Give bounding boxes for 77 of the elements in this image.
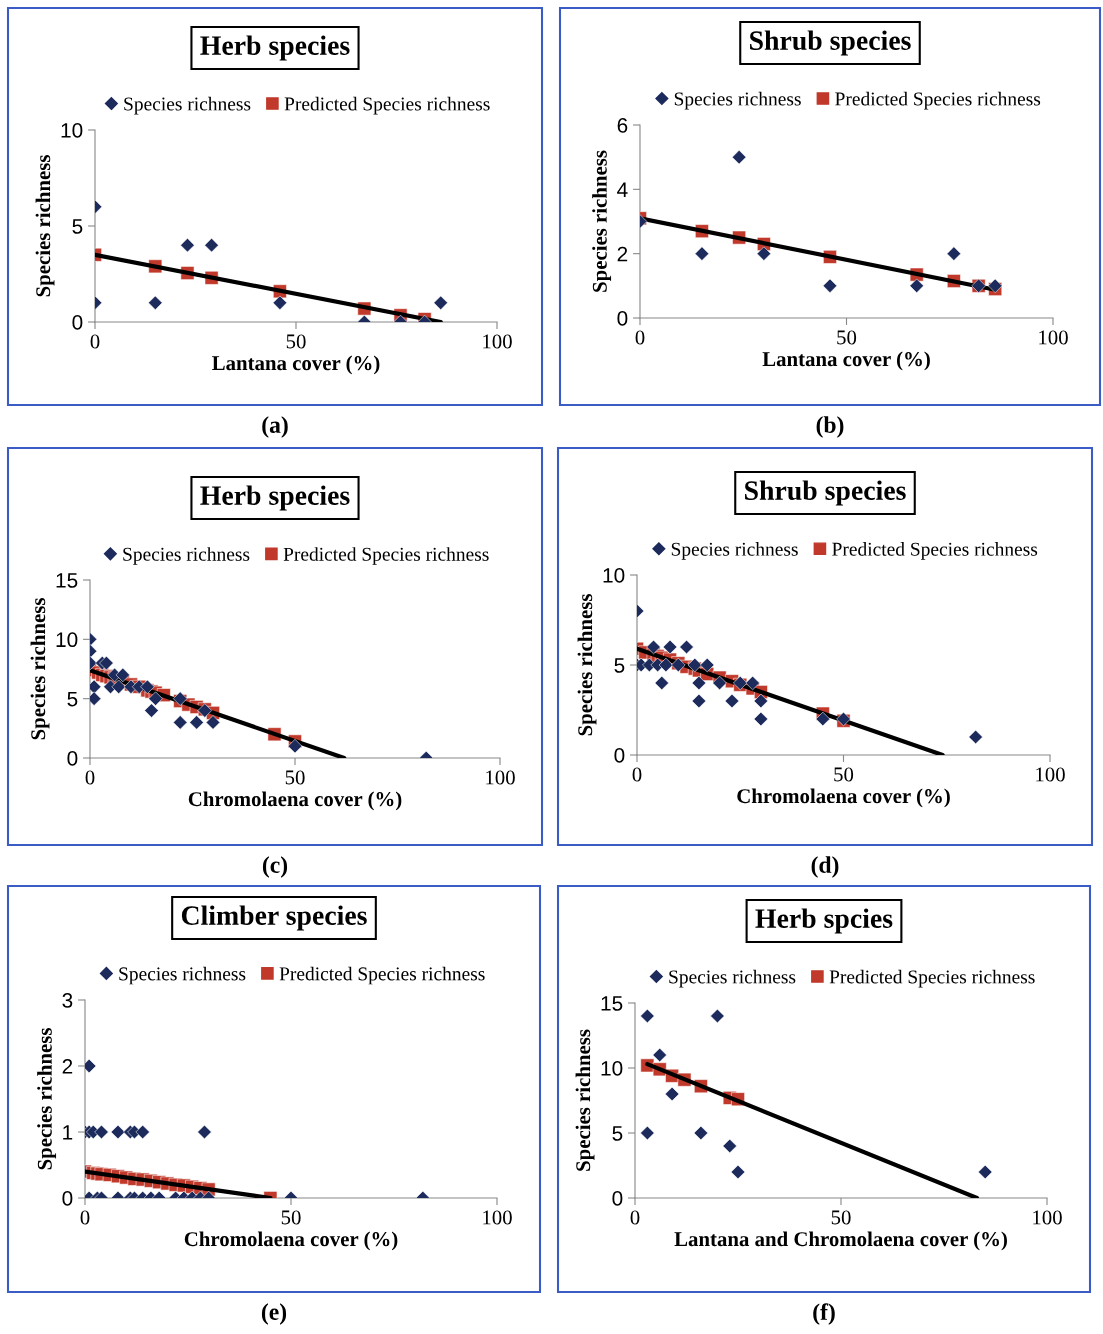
y-tick-label: 10 [603,568,625,583]
legend-label: Species richness [671,542,798,560]
y-tick-label: 2 [617,246,628,262]
y-tick-label: 0 [72,315,83,330]
x-tick-label: 0 [85,770,95,785]
x-axis-title: Lantana cover (%) [212,355,380,375]
x-axis-title: Chromolaena cover (%) [737,788,950,808]
legend-label: Predicted Species richness [832,542,1038,560]
x-axis-title: Chromolaena cover (%) [184,1231,398,1251]
x-axis-title: Lantana cover (%) [762,351,930,371]
chart-title: Herb species [200,485,350,511]
y-tick-label: 5 [67,691,78,707]
y-tick-label: 1 [63,1125,73,1140]
y-axis-title: Species richness [37,1028,57,1170]
chart-title: Herb species [200,35,350,61]
y-axis-title: Species richness [577,594,597,736]
x-tick-label: 100 [483,1210,512,1225]
y-tick-label: 5 [72,219,83,234]
x-tick-label: 50 [286,334,306,349]
legend-label: Species richness [124,96,251,115]
y-tick-label: 2 [62,1059,73,1074]
y-axis-title: Species richness [575,1029,595,1171]
chart-title: Herb spcies [755,908,893,934]
x-tick-label: 100 [483,334,512,349]
y-tick-label: 10 [56,632,78,648]
text: (b) [816,416,844,438]
x-tick-label: 50 [285,770,305,785]
y-tick-label: 5 [612,1126,623,1141]
legend-label: Species richness [119,966,246,985]
legend-label: Species richness [669,969,796,988]
y-tick-label: 3 [62,993,73,1008]
y-axis-title: Species richness [592,150,612,292]
y-tick-label: 10 [61,123,83,138]
point [679,639,694,655]
x-tick-label: 0 [632,767,642,782]
y-tick-label: 15 [601,996,623,1011]
chart-title: Shrub species [745,480,906,506]
text: (d) [811,856,839,878]
y-tick-label: 15 [56,573,78,588]
x-tick-label: 50 [281,1210,301,1225]
y-tick-label: 0 [614,748,625,763]
x-axis-title: Lantana and Chromolaena cover (%) [674,1231,1007,1251]
text: (f) [813,1303,835,1325]
y-tick-label: 4 [617,182,628,197]
legend-label: Predicted Species richness [279,966,485,985]
x-tick-label: 0 [635,330,645,345]
text: (c) [262,856,288,878]
y-tick-label: 0 [67,751,78,766]
legend-label: Species richness [674,91,801,110]
x-tick-label: 100 [1036,767,1065,782]
x-tick-label: 50 [837,330,857,345]
legend-label: Predicted Species richness [835,91,1041,110]
x-tick-label: 0 [630,1210,640,1225]
x-tick-label: 100 [486,770,515,785]
y-tick-label: 0 [612,1191,623,1206]
x-tick-label: 50 [831,1210,851,1225]
x-axis-title: Chromolaena cover (%) [188,791,402,811]
text: (a) [262,416,288,438]
x-tick-label: 100 [1039,330,1068,345]
x-tick-label: 100 [1033,1210,1062,1225]
legend-label: Predicted Species richness [284,96,490,115]
y-tick-label: 10 [601,1061,623,1076]
legend-label: Species richness [123,547,250,565]
y-tick-label: 0 [617,311,628,326]
y-tick-label: 6 [617,118,628,133]
x-tick-label: 50 [834,767,854,782]
y-tick-label: 0 [62,1191,73,1206]
y-tick-label: 5 [614,658,625,673]
y-axis-title: Species richness [30,598,50,740]
legend-label: Predicted Species richness [829,969,1035,988]
y-axis-title: Species richness [35,155,55,297]
legend-label: Predicted Species richness [283,547,489,565]
chart-title: Shrub species [750,30,911,56]
point [687,657,702,673]
text: (e) [261,1303,287,1325]
chart-title: Climber species [181,905,367,931]
x-tick-label: 0 [90,334,100,349]
